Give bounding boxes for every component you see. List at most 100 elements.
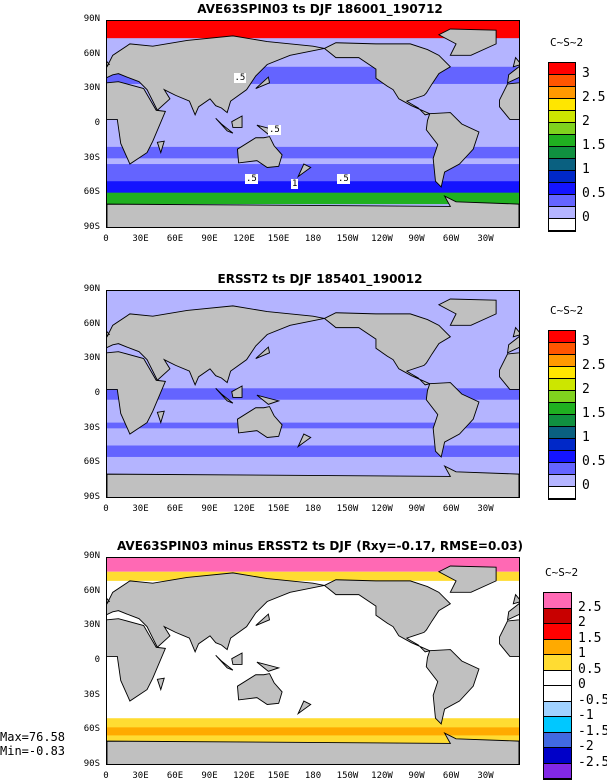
land-mass <box>437 28 497 56</box>
colorbar-box <box>544 763 571 779</box>
land-mass <box>156 677 165 692</box>
land-mass <box>255 76 271 89</box>
colorbar-box <box>549 355 575 367</box>
colorbar-label: 1 <box>582 430 590 445</box>
lon-tick-label: 30E <box>132 504 149 514</box>
colorbar-box <box>544 608 571 624</box>
field-band <box>107 422 519 429</box>
lat-tick-label: 30S <box>83 689 100 700</box>
lon-tick-label: 150E <box>267 234 290 244</box>
colorbar-box <box>544 593 571 609</box>
panel-title: AVE63SPIN03 minus ERSST2 ts DJF (Rxy=-0.… <box>116 539 524 553</box>
lon-tick-label: 60E <box>166 504 184 514</box>
colorbar-box <box>549 183 575 195</box>
lon-tick-label: 90E <box>201 504 218 514</box>
field-band <box>107 146 519 159</box>
min-value: Min=-0.83 <box>0 744 66 758</box>
land-mass <box>215 387 234 404</box>
colorbar-box <box>549 87 575 99</box>
colorbar-label: 1 <box>578 646 586 661</box>
colorbar-box <box>549 487 575 499</box>
lon-tick-label: 60W <box>442 771 460 781</box>
map-svg <box>87 291 607 499</box>
contour-label: 1 <box>291 179 299 190</box>
units-label: C~S~2 <box>550 36 584 49</box>
land-mass <box>296 433 312 449</box>
land-mass <box>236 136 283 168</box>
contour-label: .5 <box>268 124 281 135</box>
colorbar-box <box>549 135 575 147</box>
lon-tick-label: 60E <box>166 771 184 781</box>
land-mass <box>256 394 281 405</box>
colorbar-label: 2.5 <box>582 90 606 105</box>
map-panel: .5.5.5 1.5 <box>87 20 607 229</box>
lat-tick-label: 30S <box>83 152 100 163</box>
lat-tick-label: 60S <box>83 187 100 198</box>
lat-tick-label: 0 <box>94 388 100 398</box>
colorbar-box <box>549 147 575 159</box>
contour-label: .5 <box>337 174 350 185</box>
land-mass <box>255 613 271 626</box>
colorbar-label: -0.5 <box>578 692 607 708</box>
colorbar <box>548 62 576 232</box>
colorbar-box <box>544 686 571 702</box>
colorbar-label: 1.5 <box>582 406 606 421</box>
colorbar-box <box>544 670 571 686</box>
lon-tick-label: 150W <box>336 771 359 781</box>
land-mass <box>296 163 312 179</box>
colorbar-label: 2 <box>582 114 590 129</box>
colorbar-label: -1.5 <box>578 723 607 739</box>
lat-tick-label: 90S <box>83 222 100 232</box>
lat-tick-label: 30N <box>83 353 100 364</box>
land-mass <box>156 140 165 155</box>
field-band <box>107 727 519 736</box>
colorbar-label: 1 <box>582 162 590 177</box>
lon-tick-label: 90W <box>408 504 425 514</box>
colorbar-label: -2.5 <box>578 754 607 770</box>
colorbar-box <box>549 219 575 231</box>
land-mass <box>94 35 325 117</box>
field-band <box>107 445 519 457</box>
lat-tick-label: 60S <box>83 457 100 468</box>
map-panel <box>87 290 607 499</box>
colorbar <box>548 330 576 500</box>
colorbar-box <box>549 379 575 391</box>
land-mass <box>437 298 497 326</box>
colorbar-label: -2 <box>578 739 594 754</box>
colorbar-label: 1.5 <box>582 138 606 153</box>
lon-tick-label: 150E <box>267 771 290 781</box>
lon-tick-label: 120W <box>371 771 393 781</box>
map-svg <box>87 21 607 229</box>
lat-tick-label: 60S <box>83 724 100 735</box>
lat-tick-label: 30N <box>83 620 100 631</box>
lat-tick-label: 60N <box>83 318 100 329</box>
land-mass <box>231 652 243 665</box>
lon-tick-label: 180 <box>304 234 322 244</box>
field-band <box>107 571 519 581</box>
lat-tick-label: 90S <box>83 492 100 502</box>
colorbar-label: 0 <box>582 478 590 493</box>
colorbar-box <box>549 159 575 171</box>
map-panel <box>87 557 607 766</box>
land-mass <box>236 406 283 438</box>
lon-tick-label: 120W <box>371 504 393 514</box>
lat-tick-label: 90N <box>83 14 100 24</box>
colorbar-box <box>549 207 575 219</box>
colorbar-box <box>544 701 571 717</box>
land-mass <box>215 117 234 134</box>
lon-tick-label: 90E <box>201 234 218 244</box>
colorbar-box <box>549 439 575 451</box>
colorbar-box <box>544 748 571 764</box>
field-band <box>107 388 519 400</box>
colorbar-label: 2.5 <box>578 599 602 615</box>
panel-title: AVE63SPIN03 ts DJF 186001_190712 <box>197 2 443 16</box>
colorbar-label: 0.5 <box>582 186 606 201</box>
lon-tick-label: 180 <box>304 504 322 514</box>
lon-tick-label: 120W <box>371 234 393 244</box>
colorbar-box <box>549 99 575 111</box>
colorbar-box <box>549 403 575 415</box>
map-svg <box>87 558 607 766</box>
colorbar-box <box>544 717 571 733</box>
colorbar-label: 0 <box>578 677 586 692</box>
colorbar-label: 0.5 <box>578 661 602 677</box>
